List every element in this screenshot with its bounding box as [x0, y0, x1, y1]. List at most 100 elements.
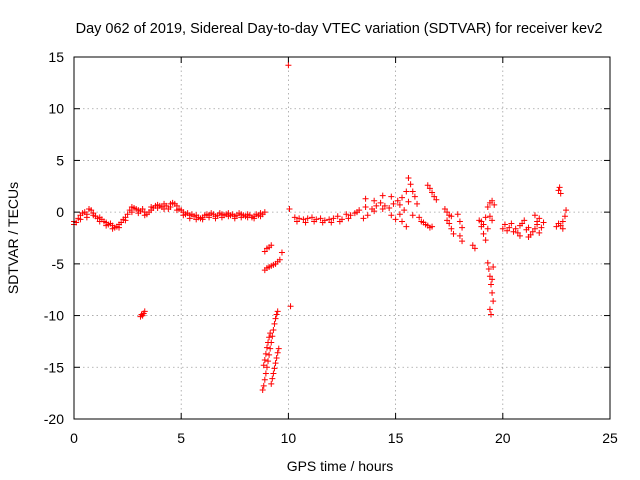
x-tick-label: 25	[602, 430, 618, 446]
data-point	[414, 200, 421, 207]
data-point	[291, 214, 298, 221]
data-point	[261, 376, 268, 383]
data-point	[261, 248, 268, 255]
data-point	[96, 218, 103, 225]
data-point	[392, 216, 399, 223]
data-point	[469, 242, 476, 249]
data-point	[251, 215, 258, 222]
data-point	[148, 203, 155, 210]
data-point	[534, 218, 541, 225]
data-point	[429, 223, 436, 230]
data-point	[186, 215, 193, 222]
data-point	[390, 200, 397, 207]
y-tick-label: 15	[48, 49, 64, 65]
data-point	[409, 188, 416, 195]
data-point	[354, 209, 361, 216]
data-point	[559, 218, 566, 225]
chart-title: Day 062 of 2019, Sidereal Day-to-day VTE…	[76, 21, 603, 37]
data-point	[446, 220, 453, 227]
data-point	[212, 215, 219, 222]
data-point	[553, 223, 560, 230]
data-point	[512, 225, 519, 232]
data-point	[456, 232, 463, 239]
data-point	[480, 230, 487, 237]
data-point	[429, 189, 436, 196]
data-point	[491, 201, 498, 208]
data-point	[538, 224, 545, 231]
data-point	[514, 229, 521, 236]
data-point	[274, 349, 281, 356]
data-point	[521, 217, 528, 224]
data-point	[529, 228, 536, 235]
data-point	[231, 215, 238, 222]
data-point	[276, 256, 283, 263]
data-point	[561, 213, 568, 220]
data-point	[379, 192, 386, 199]
data-point	[267, 330, 274, 337]
data-point	[471, 245, 478, 252]
data-point	[328, 219, 335, 226]
data-point	[269, 375, 276, 382]
y-tick-label: 0	[56, 204, 64, 220]
data-point	[388, 212, 395, 219]
x-axis-label: GPS time / hours	[287, 458, 394, 474]
data-point	[489, 217, 496, 224]
data-point	[504, 227, 511, 234]
data-point	[388, 193, 395, 200]
data-point	[373, 202, 380, 209]
data-point	[343, 211, 350, 218]
data-point	[287, 303, 294, 310]
data-point	[527, 231, 534, 238]
data-point	[426, 185, 433, 192]
data-point	[317, 215, 324, 222]
data-point	[262, 370, 269, 377]
data-point	[371, 208, 378, 215]
data-point	[489, 276, 496, 283]
axis-ticks: 0 5 10 15 20 25 -20 -15 -10 -5 0 5 10 15	[44, 49, 618, 446]
data-point	[260, 382, 267, 389]
data-point	[448, 225, 455, 232]
data-point	[444, 217, 451, 224]
data-point	[484, 203, 491, 210]
data-point	[536, 215, 543, 222]
data-point	[456, 218, 463, 225]
data-point	[265, 358, 272, 365]
data-point	[484, 259, 491, 266]
data-point	[563, 207, 570, 214]
data-point	[274, 308, 281, 315]
data-point	[441, 206, 448, 213]
data-point	[488, 281, 495, 288]
data-point	[173, 207, 180, 214]
data-point	[501, 221, 508, 228]
data-point	[394, 197, 401, 204]
data-point	[141, 212, 148, 219]
data-point	[489, 289, 496, 296]
data-point	[269, 333, 276, 340]
data-point	[238, 214, 245, 221]
data-point	[141, 308, 148, 315]
data-point	[482, 237, 489, 244]
data-point	[77, 216, 84, 223]
data-point	[484, 225, 491, 232]
plot-frame	[73, 56, 611, 420]
data-point	[405, 175, 412, 182]
data-point	[556, 184, 563, 191]
data-point	[557, 222, 564, 229]
data-point	[304, 215, 311, 222]
data-point	[308, 214, 315, 221]
data-point	[557, 190, 564, 197]
data-point	[244, 214, 251, 221]
data-point	[296, 215, 303, 222]
data-point	[396, 211, 403, 218]
data-point	[167, 200, 174, 207]
data-point	[302, 219, 309, 226]
data-point	[116, 224, 123, 231]
data-point	[347, 212, 354, 219]
data-point	[531, 225, 538, 232]
data-point	[154, 205, 161, 212]
data-point	[311, 218, 318, 225]
data-point	[525, 224, 532, 231]
data-point	[261, 357, 268, 364]
data-point	[206, 214, 213, 221]
data-point	[485, 266, 492, 273]
